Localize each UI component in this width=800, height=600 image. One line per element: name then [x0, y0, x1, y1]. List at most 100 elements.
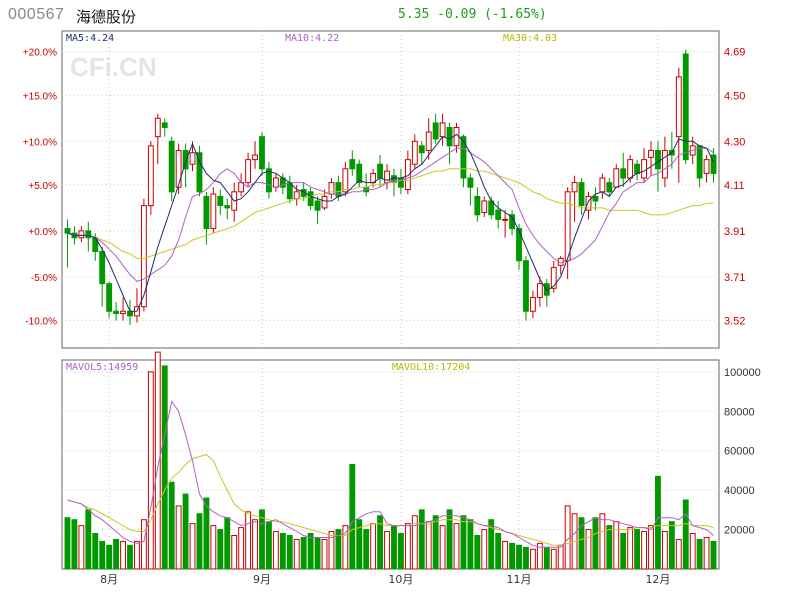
- volume-bar: [404, 523, 411, 570]
- volume-bar: [321, 538, 328, 570]
- candle-body: [675, 76, 682, 138]
- volume-bar: [397, 533, 404, 570]
- stock-code: 000567: [8, 6, 65, 23]
- candle-body: [481, 200, 488, 213]
- volume-bar: [168, 481, 175, 570]
- candle-body: [661, 149, 668, 179]
- candle-body: [314, 200, 321, 211]
- candle-body: [446, 126, 453, 147]
- candle-body: [606, 182, 613, 193]
- candle-body: [64, 228, 71, 234]
- volume-bar: [648, 525, 654, 570]
- candle-body: [613, 168, 620, 188]
- volume-bar: [189, 523, 196, 570]
- price-tick-label: 4.50: [724, 90, 745, 102]
- volume-tick-label: 80000: [724, 406, 755, 418]
- volume-bar: [620, 533, 627, 570]
- volume-bar: [293, 538, 300, 570]
- volume-bar: [335, 529, 342, 570]
- volume-bar: [272, 531, 279, 570]
- volume-bar: [210, 525, 217, 570]
- percent-tick-label: +15.0%: [23, 91, 57, 102]
- price-tick-label: 4.30: [724, 136, 745, 148]
- candle-body: [245, 159, 252, 184]
- volume-bar: [370, 523, 377, 570]
- volume-bar: [120, 540, 126, 570]
- volume-bar: [599, 513, 606, 570]
- volume-tick-label: 60000: [724, 446, 755, 458]
- price-quote: 5.35 -0.09 (-1.65%): [398, 7, 547, 22]
- percent-tick-label: -10.0%: [25, 316, 57, 327]
- candle-body: [307, 191, 314, 207]
- volume-bar: [99, 540, 106, 570]
- month-label: 12月: [645, 573, 670, 586]
- volume-tick-label: 40000: [724, 485, 755, 497]
- candle-body: [99, 251, 106, 285]
- month-label: 8月: [100, 573, 118, 586]
- volume-bar: [523, 546, 529, 570]
- volume-bar: [543, 546, 550, 570]
- candle-body: [529, 296, 536, 312]
- candle-body: [634, 163, 641, 174]
- volume-bar: [439, 525, 446, 570]
- volume-bar: [286, 534, 293, 570]
- candle-body: [571, 182, 578, 193]
- candle-body: [259, 136, 265, 170]
- candle-body: [196, 152, 203, 193]
- volume-bar: [377, 515, 384, 570]
- volume-bar: [446, 509, 453, 570]
- candle-body: [377, 163, 384, 179]
- candle-body: [147, 145, 154, 207]
- candle-body: [474, 195, 481, 216]
- volume-bar: [641, 531, 647, 570]
- price-tick-label: 4.11: [724, 180, 745, 192]
- volume-bar: [259, 509, 265, 570]
- candle-body: [404, 159, 411, 190]
- candle-body: [696, 145, 703, 179]
- volume-bar: [182, 493, 189, 570]
- watermark: CFi.CN: [70, 52, 157, 82]
- candle-body: [516, 228, 522, 262]
- candle-body: [161, 122, 168, 128]
- volume-bar: [682, 499, 689, 570]
- ma10-legend: MA10:4.22: [285, 33, 340, 44]
- candle-body: [356, 163, 363, 184]
- volume-bar: [245, 511, 252, 570]
- ma10-line: [67, 147, 714, 282]
- candle-body: [523, 260, 529, 312]
- volume-bar: [529, 548, 536, 570]
- candle-body: [349, 159, 356, 170]
- candle-body: [265, 168, 272, 193]
- price-tick-label: 3.91: [724, 226, 745, 238]
- volume-bar: [231, 534, 238, 570]
- candle-body: [217, 195, 224, 207]
- candle-body: [272, 177, 279, 188]
- volume-bar: [460, 515, 467, 570]
- candle-body: [189, 152, 196, 165]
- volume-bar: [425, 521, 432, 570]
- price-tick-label: 4.69: [724, 47, 745, 59]
- candle-body: [592, 195, 599, 202]
- volume-bar: [356, 519, 363, 570]
- candle-body: [293, 191, 300, 200]
- ma30-legend: MA30:4.03: [503, 33, 558, 44]
- volume-bar: [238, 527, 245, 570]
- candle-body: [411, 140, 418, 165]
- candle-body: [342, 168, 349, 193]
- volume-bar: [279, 533, 286, 570]
- month-label: 9月: [253, 573, 271, 586]
- volume-bar: [557, 544, 564, 570]
- candle-body: [182, 149, 189, 170]
- volume-bar: [147, 371, 154, 570]
- volume-bar: [265, 521, 272, 570]
- candle-body: [120, 310, 126, 315]
- mavol10-line: [67, 454, 714, 546]
- mavol5-legend: MAVOL5:14959: [66, 362, 139, 373]
- ma5-line: [67, 133, 714, 312]
- volume-bar: [432, 515, 439, 570]
- ma5-legend: MA5:4.24: [66, 33, 115, 44]
- candle-body: [210, 193, 217, 230]
- percent-tick-label: +5.0%: [28, 181, 57, 192]
- volume-bar: [127, 544, 133, 570]
